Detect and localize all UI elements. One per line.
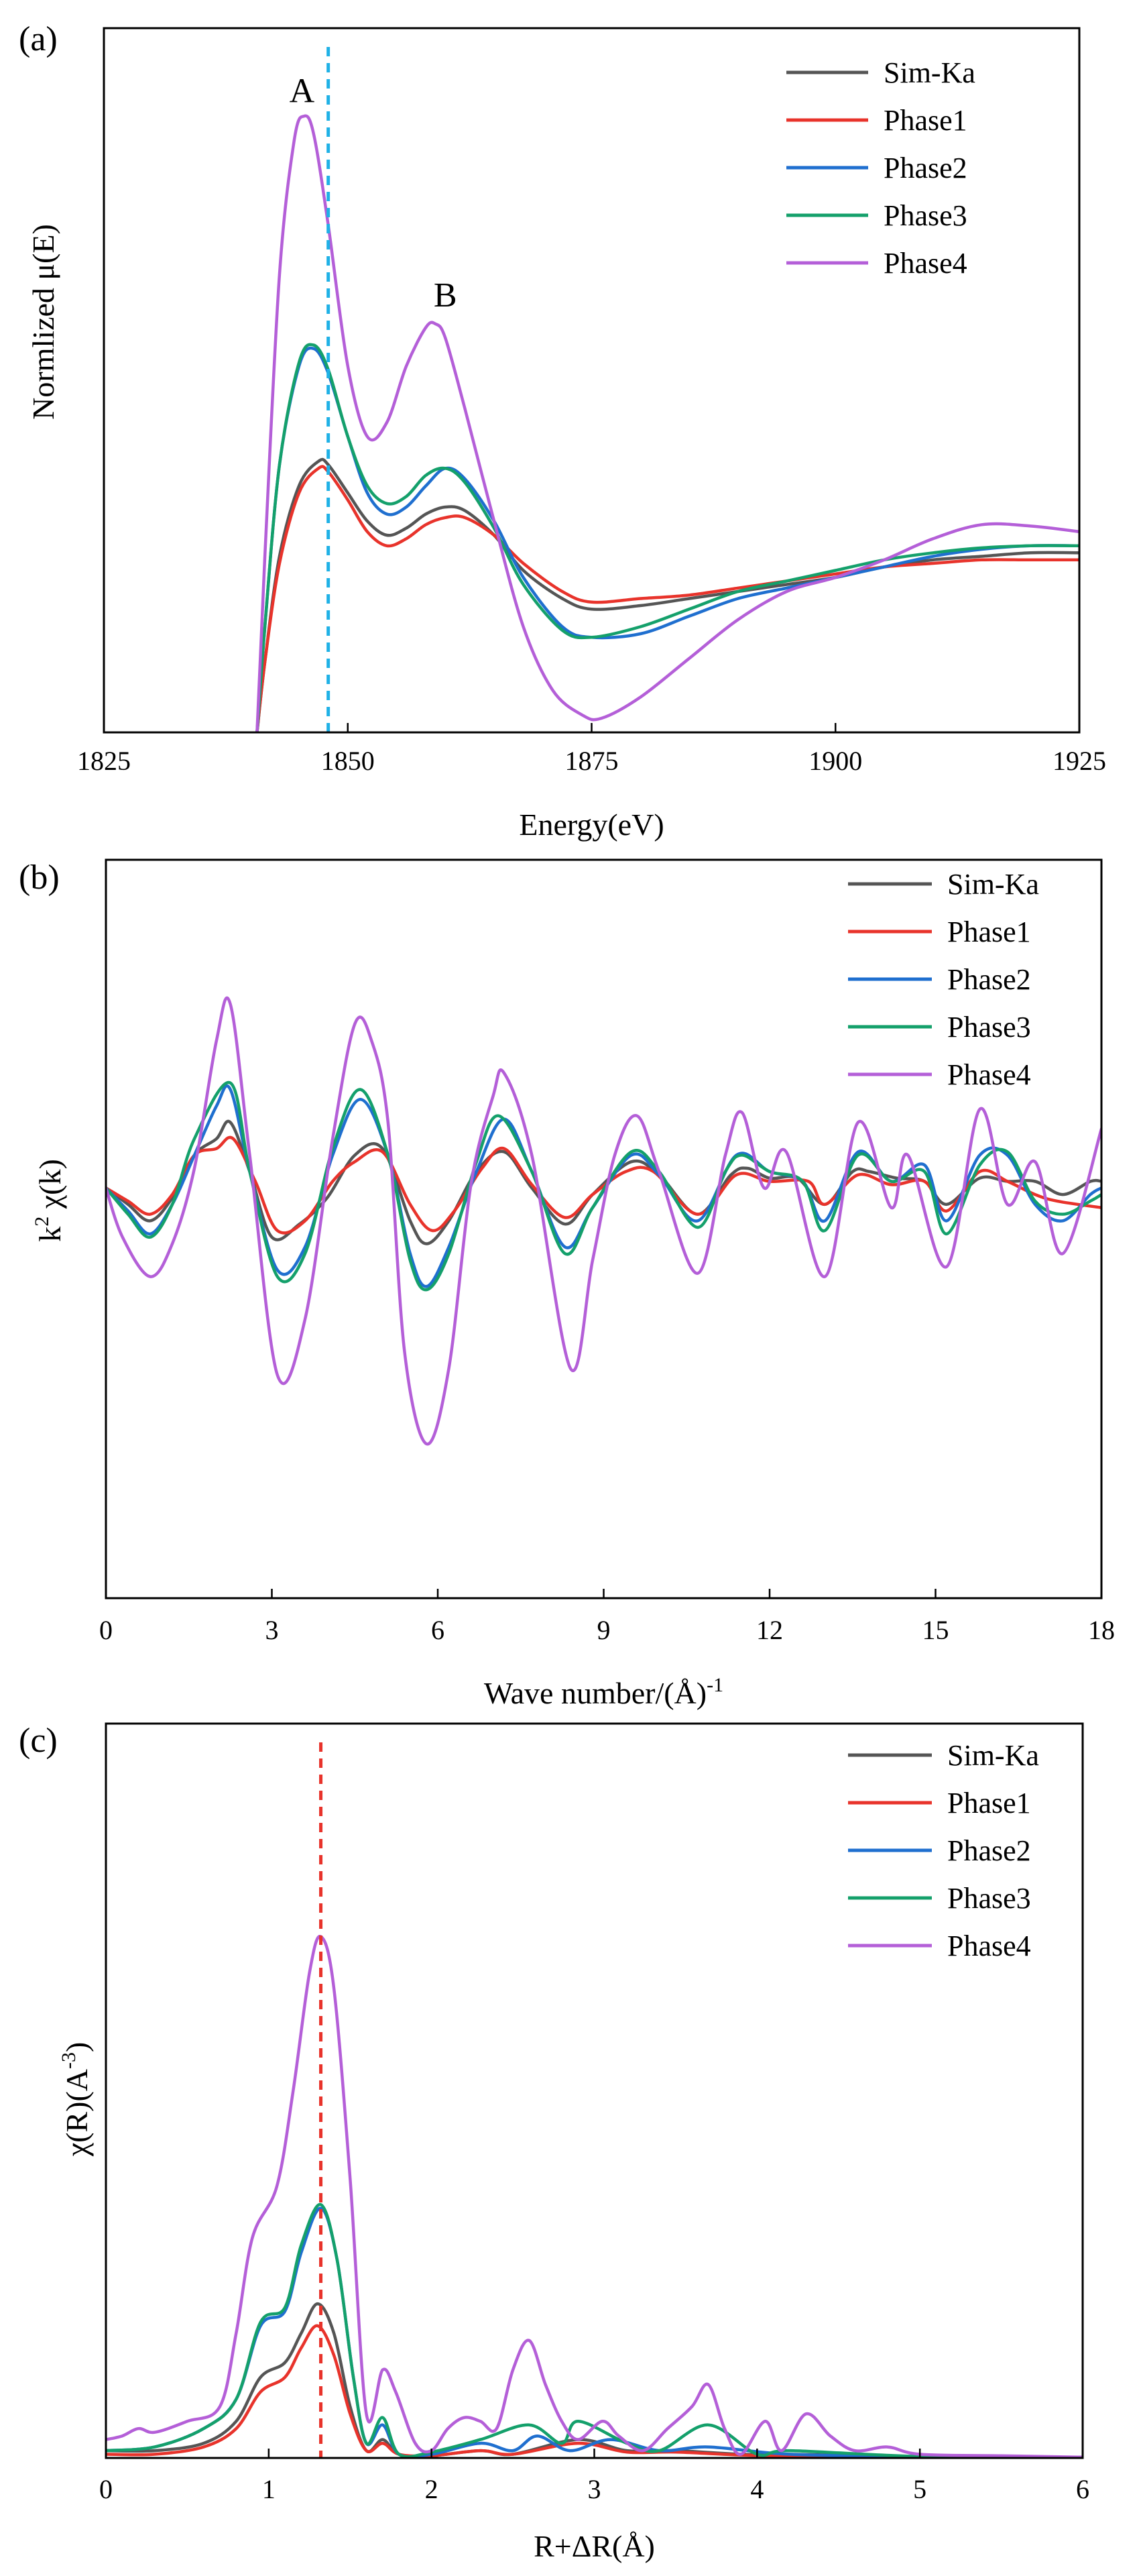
legend-label-phase1: Phase1 — [947, 1787, 1031, 1819]
series-group — [255, 114, 1079, 732]
legend-label-phase4: Phase4 — [947, 1929, 1031, 1962]
x-tick-label: 3 — [265, 1615, 279, 1645]
chart-panel-b: 0 3 6 9 12 15 18 (b) Wave number/(Å)-1 k2 χ(k) Sim… — [19, 858, 1115, 1710]
legend-label-phase3: Phase3 — [947, 1011, 1031, 1044]
series-line-phase3 — [106, 1080, 1101, 1292]
series-line-phase1 — [255, 465, 1079, 732]
series-line-phase1 — [106, 1135, 1101, 1235]
legend-label-phase3: Phase3 — [947, 1882, 1031, 1915]
legend-label-phase2: Phase2 — [884, 152, 967, 184]
x-tick-label: 4 — [750, 2474, 764, 2504]
legend-label-sim-ka: Sim-Ka — [947, 868, 1039, 901]
series-line-phase3 — [255, 343, 1079, 732]
legend-label-phase1: Phase1 — [947, 915, 1031, 948]
x-axis-label: Energy(eV) — [519, 807, 664, 842]
x-tick-label: 1825 — [77, 746, 131, 776]
peak-annotation-b: B — [434, 276, 457, 315]
chart-panel-a: 1825 1850 1875 1900 1925 (a) Energy(eV) Normliz… — [19, 20, 1106, 842]
series-line-phase4 — [106, 996, 1101, 1446]
legend-label-phase1: Phase1 — [884, 104, 967, 137]
x-tick-label: 9 — [597, 1615, 611, 1645]
x-tick-label: 0 — [99, 2474, 113, 2504]
panel-label: (c) — [19, 1722, 58, 1760]
legend-label-phase4: Phase4 — [884, 247, 967, 280]
y-axis-label: Normlized μ(E) — [26, 224, 60, 420]
series-group — [106, 996, 1101, 1446]
legend: Sim-Ka Phase1 Phase2 Phase3 Phase4 — [848, 1739, 1039, 1962]
legend-label-phase4: Phase4 — [947, 1058, 1031, 1091]
legend-label-phase3: Phase3 — [884, 199, 967, 232]
legend-label-sim-ka: Sim-Ka — [884, 56, 975, 89]
y-axis-label: χ(R)(A-3) — [58, 2042, 94, 2158]
series-line-phase4 — [255, 114, 1079, 732]
series-line-phase3 — [106, 2202, 1083, 2458]
x-tick-label: 1850 — [321, 746, 375, 776]
x-tick-label: 2 — [425, 2474, 438, 2504]
x-tick-label: 1925 — [1053, 746, 1106, 776]
series-group — [106, 1934, 1083, 2458]
legend-label-sim-ka: Sim-Ka — [947, 1739, 1039, 1772]
peak-annotation-a: A — [290, 72, 315, 110]
x-axis-label: Wave number/(Å)-1 — [484, 1674, 723, 1710]
x-tick-label: 1900 — [808, 746, 862, 776]
x-tick-label: 6 — [431, 1615, 444, 1645]
x-tick-label: 3 — [588, 2474, 601, 2504]
x-tick-label: 6 — [1076, 2474, 1089, 2504]
series-line-phase2 — [106, 2206, 1083, 2458]
legend-label-phase2: Phase2 — [947, 1834, 1031, 1867]
legend: Sim-Ka Phase1 Phase2 Phase3 Phase4 — [848, 868, 1039, 1091]
x-tick-label: 12 — [756, 1615, 783, 1645]
series-line-phase4 — [106, 1934, 1083, 2458]
x-tick-label: 1 — [262, 2474, 276, 2504]
legend-label-phase2: Phase2 — [947, 963, 1031, 996]
x-tick-label: 1875 — [565, 746, 619, 776]
y-axis-label: k2 χ(k) — [31, 1159, 67, 1242]
x-tick-label: 15 — [922, 1615, 949, 1645]
x-tick-label: 18 — [1088, 1615, 1115, 1645]
panel-label: (a) — [19, 20, 58, 58]
legend: Sim-Ka Phase1 Phase2 Phase3 Phase4 — [786, 56, 975, 280]
series-line-sim-ka — [106, 2302, 1083, 2458]
x-tick-label: 0 — [99, 1615, 113, 1645]
x-tick-label: 5 — [913, 2474, 926, 2504]
panel-label: (b) — [19, 858, 60, 897]
chart-panel-c: 0 1 2 3 4 5 6 (c) R+ΔR(Å) χ(R)(A-3) Sim-Ka Phase1 Ph… — [19, 1722, 1089, 2563]
x-axis-label: R+ΔR(Å) — [534, 2529, 655, 2563]
